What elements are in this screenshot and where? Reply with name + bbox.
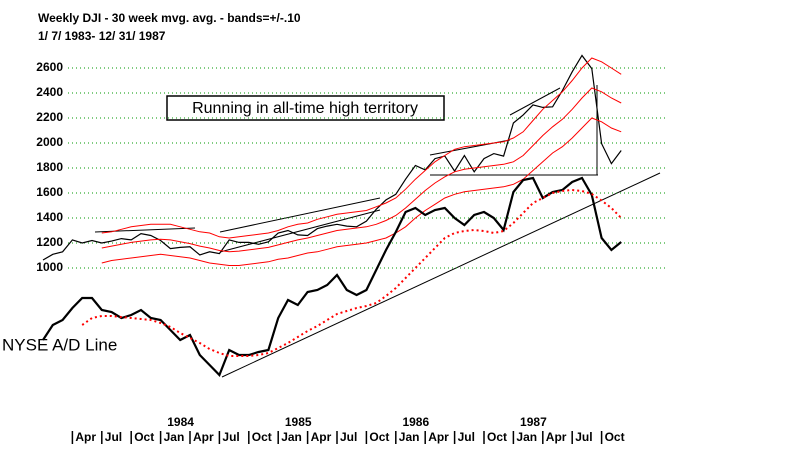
chart-title: Weekly DJI - 30 week mvg. avg. - bands=+… — [38, 11, 301, 25]
trendline — [509, 87, 561, 116]
x-tick-label: Apr — [311, 430, 332, 444]
trendline — [219, 209, 381, 253]
chart-subtitle: 1/ 7/ 1983- 12/ 31/ 1987 — [38, 29, 166, 43]
x-tick-label: Oct — [605, 430, 625, 444]
annotation-box — [166, 95, 445, 121]
x-tick-label: Apr — [193, 430, 214, 444]
y-tick-label: 2600 — [36, 60, 63, 74]
y-tick-label: 1600 — [36, 185, 63, 199]
y-tick-label: 2200 — [36, 110, 63, 124]
trendline — [221, 172, 661, 378]
trendlines — [94, 85, 661, 378]
plot: 1000 1200 1400 1600 1800 2000 2200 2400 2600 Apr J… — [36, 54, 665, 444]
annotation: Running in all-time high territory — [192, 100, 418, 117]
x-tick-label: Oct — [252, 430, 272, 444]
y-tick-label: 1000 — [36, 260, 63, 274]
series-line — [101, 117, 622, 266]
x-tick-label: Jan — [399, 430, 420, 444]
x-tick-label: Apr — [428, 430, 449, 444]
x-tick-label: Jan — [516, 430, 537, 444]
x-tick-label: Apr — [75, 430, 96, 444]
x-tick-label: Jul — [575, 430, 592, 444]
series-line — [101, 87, 622, 253]
year-label: 1985 — [285, 415, 312, 429]
x-tick-label: Oct — [134, 430, 154, 444]
x-tick-label: Oct — [487, 430, 507, 444]
year-label: 1984 — [167, 415, 194, 429]
series-line — [42, 54, 622, 261]
series-line — [42, 176, 622, 377]
y-tick-label: 1200 — [36, 235, 63, 249]
series-line — [81, 188, 622, 357]
ad-line-label: NYSE A/D Line — [2, 335, 117, 354]
x-tick-label: Jul — [222, 430, 239, 444]
x-tick-label: Apr — [546, 430, 567, 444]
trendline — [94, 227, 196, 233]
y-tick-label: 1400 — [36, 210, 63, 224]
trendline — [219, 197, 381, 233]
year-label: 1986 — [402, 415, 429, 429]
y-tick-label: 1800 — [36, 160, 63, 174]
x-tick-label: Jul — [340, 430, 357, 444]
x-tick-label: Oct — [369, 430, 389, 444]
series-line — [101, 57, 622, 239]
y-tick-label: 2400 — [36, 85, 63, 99]
year-label: 1987 — [520, 415, 547, 429]
x-tick-label: Jul — [105, 430, 122, 444]
y-tick-label: 2000 — [36, 135, 63, 149]
x-tick-label: Jul — [458, 430, 475, 444]
x-tick-label: Jan — [281, 430, 302, 444]
x-tick-label: Jan — [164, 430, 185, 444]
